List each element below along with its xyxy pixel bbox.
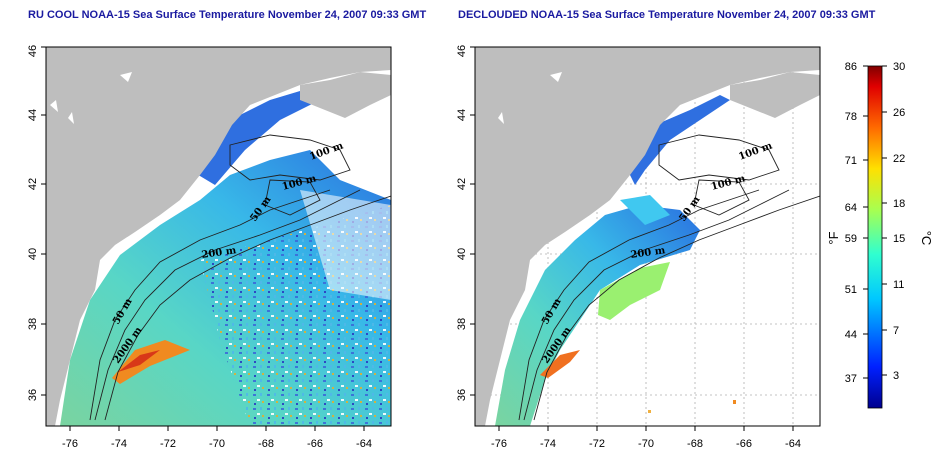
contour-200m-right <box>523 189 790 421</box>
gulf-stream-right <box>540 350 580 378</box>
colorbar-f-tick: 64 <box>845 202 857 214</box>
lon-tick-label: -70 <box>209 438 225 450</box>
lat-tick-label: 42 <box>456 178 468 190</box>
contour-50m-right <box>518 189 760 421</box>
lon-tick-label: -72 <box>160 438 176 450</box>
contour-50m-left <box>89 189 331 421</box>
lon-tick-label: -66 <box>736 438 752 450</box>
contour-100m-right <box>658 134 780 181</box>
shelf-patch-right <box>598 262 670 320</box>
lat-tick-label: 36 <box>27 389 39 401</box>
lon-tick-label: -76 <box>62 438 78 450</box>
map-title-right: DECLOUDED NOAA-15 Sea Surface Temperatur… <box>458 9 876 21</box>
lat-tick-label: 44 <box>456 109 468 121</box>
colorbar-ticks <box>863 65 887 379</box>
gulf-stream-left <box>112 340 190 384</box>
contour-2000m-right <box>533 195 820 421</box>
contour-100m-left <box>229 134 351 181</box>
colorbar-fahrenheit-label: °F <box>826 231 841 244</box>
gulf-of-maine-sst-left <box>190 85 330 185</box>
contour-label-right: 200 m <box>630 245 667 261</box>
lat-axis-right <box>470 46 475 396</box>
lon-tick-label: -72 <box>589 438 605 450</box>
lon-tick-label: -66 <box>307 438 323 450</box>
lat-tick-label: 40 <box>456 248 468 260</box>
colorbar-f-tick: 71 <box>845 155 857 167</box>
map-title-left: RU COOL NOAA-15 Sea Surface Temperature … <box>28 9 427 21</box>
colorbar <box>863 65 887 409</box>
lon-tick-label: -68 <box>258 438 274 450</box>
colorbar-gradient <box>867 65 883 409</box>
lat-axis-left <box>41 46 46 396</box>
lon-tick-label: -68 <box>687 438 703 450</box>
colorbar-c-tick: 26 <box>893 107 905 119</box>
lat-tick-label: 40 <box>27 248 39 260</box>
lat-tick-label: 46 <box>456 45 468 57</box>
land-mass-left <box>46 47 391 426</box>
lat-tick-label: 36 <box>456 389 468 401</box>
lat-tick-label: 42 <box>27 178 39 190</box>
lat-tick-label: 38 <box>456 318 468 330</box>
contour-label-left: 200 m <box>201 245 238 261</box>
nova-scotia-left <box>300 72 391 118</box>
lat-tick-label: 38 <box>27 318 39 330</box>
lon-tick-label: -74 <box>111 438 127 450</box>
land-mass-right <box>475 47 820 426</box>
lon-axis-right <box>498 426 794 431</box>
lon-tick-label: -70 <box>638 438 654 450</box>
map-panel-left <box>46 47 391 426</box>
map-panel-right <box>475 47 820 426</box>
lon-tick-label: -74 <box>540 438 556 450</box>
colorbar-f-tick: 37 <box>845 373 857 385</box>
contour-200m-left <box>94 189 361 421</box>
cloud-speckle-east-left <box>300 190 391 300</box>
gulf-of-maine-sst-right <box>625 95 730 185</box>
colorbar-c-tick: 3 <box>893 370 899 382</box>
lon-tick-label: -64 <box>356 438 372 450</box>
colorbar-c-tick: 15 <box>893 233 905 245</box>
colorbar-f-tick: 86 <box>845 61 857 73</box>
colorbar-f-tick: 78 <box>845 111 857 123</box>
colorbar-c-tick: 18 <box>893 198 905 210</box>
lat-tick-label: 44 <box>27 109 39 121</box>
colorbar-c-tick: 7 <box>893 325 899 337</box>
lon-axis-left <box>69 426 365 431</box>
nova-scotia-right <box>730 72 820 118</box>
colorbar-f-tick: 59 <box>845 233 857 245</box>
colorbar-c-tick: 11 <box>893 279 904 291</box>
lon-tick-label: -64 <box>785 438 801 450</box>
colorbar-c-tick: 30 <box>893 61 905 73</box>
colorbar-c-tick: 22 <box>893 153 905 165</box>
colorbar-celsius-label: °C <box>919 231 934 246</box>
lon-tick-label: -76 <box>491 438 507 450</box>
contour-2000m-left <box>104 195 391 421</box>
lat-tick-label: 46 <box>27 45 39 57</box>
map-frame-left <box>45 46 392 427</box>
map-frame-right <box>474 46 821 427</box>
colorbar-f-tick: 44 <box>845 329 857 341</box>
colorbar-f-tick: 51 <box>845 284 857 296</box>
